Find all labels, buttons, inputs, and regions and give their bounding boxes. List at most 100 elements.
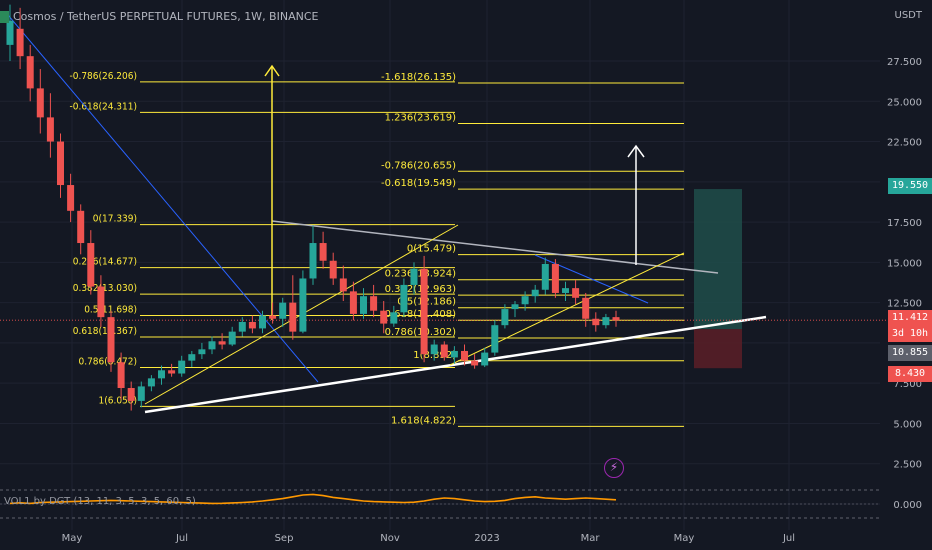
time-tick-label: 2023 xyxy=(474,533,499,544)
candle-body xyxy=(430,344,438,355)
time-tick-label: May xyxy=(674,533,695,544)
fib-label-left: 0.236(14.677) xyxy=(73,257,137,268)
candle-body xyxy=(551,263,559,293)
fib-label-right: 0.236(13.924) xyxy=(385,269,457,280)
symbol-header[interactable]: Cosmos / TetherUS PERPETUAL FUTURES, 1W,… xyxy=(0,10,318,23)
symbol-logo-icon xyxy=(0,11,9,23)
candle-body xyxy=(572,288,580,298)
price-tick-label: 15.000 xyxy=(887,258,922,269)
candle-body xyxy=(228,331,236,345)
stop-loss-zone xyxy=(694,329,742,369)
fib-label-left: 0(17.339) xyxy=(93,214,137,225)
volume-oscillator xyxy=(0,489,880,519)
candle-body xyxy=(299,278,307,332)
fib-label-left: -0.786(26.206) xyxy=(70,71,138,82)
candle-body xyxy=(450,350,458,358)
price-tick-label: 7.500 xyxy=(893,379,922,390)
candle-body xyxy=(158,370,165,379)
candle-body xyxy=(501,309,509,326)
candle-body xyxy=(592,318,600,326)
candle-body xyxy=(440,344,448,358)
last-price-badge: 11.412 xyxy=(888,310,932,326)
candle-body xyxy=(16,28,24,57)
candle-body xyxy=(420,268,428,355)
candle-body xyxy=(117,362,125,389)
candle-body xyxy=(481,352,489,366)
symbol-title: Cosmos / TetherUS PERPETUAL FUTURES, 1W,… xyxy=(13,10,319,23)
candle-body xyxy=(178,360,186,374)
pattern-edge xyxy=(449,252,685,366)
tp-price-badge: 19.550 xyxy=(888,178,932,194)
candle-body xyxy=(248,321,256,329)
candle-body xyxy=(562,288,569,293)
grid xyxy=(0,0,880,530)
candle-body xyxy=(329,260,337,279)
candle-body xyxy=(147,378,155,387)
fib-label-right: 1.236(23.619) xyxy=(385,113,457,124)
time-tick-label: Sep xyxy=(275,533,294,544)
lightning-event-icon[interactable]: ⚡ xyxy=(604,458,624,478)
candles xyxy=(6,4,620,411)
candle-body xyxy=(521,296,529,305)
downtrend-line-2 xyxy=(534,254,649,304)
candle-body xyxy=(511,304,519,310)
candle-body xyxy=(6,20,14,45)
candle-body xyxy=(269,315,277,319)
target-arrow-right-head xyxy=(627,144,645,158)
candle-body xyxy=(491,325,499,353)
axes: 27.500 25.000 22.500 17.500 15.000 12.500 7.50… xyxy=(62,57,922,544)
fib-label-left: 1(6.058) xyxy=(99,395,138,406)
fib-label-left: 0.618(10.367) xyxy=(73,326,137,337)
candle-body xyxy=(97,286,105,318)
position-zones xyxy=(694,189,742,369)
fib-label-right: -0.618(19.549) xyxy=(381,178,456,189)
candle-body xyxy=(612,317,620,321)
candle-body xyxy=(471,360,479,366)
candle-body xyxy=(400,284,408,313)
indicator-legend[interactable]: VOL1 by DGT (13, 11, 3, 5, 3, 5, 60, 5) xyxy=(4,496,196,507)
candle-body xyxy=(36,88,44,118)
osc-line xyxy=(9,493,617,505)
time-tick-label: Jul xyxy=(175,533,188,544)
resistance-trendline xyxy=(271,220,719,274)
countdown-badge: 3d 10h xyxy=(888,326,932,342)
price-tick-label: 17.500 xyxy=(887,218,922,229)
fib-label-left: -0.618(24.311) xyxy=(70,101,138,112)
fib-label-left: 0.382(13.030) xyxy=(73,283,137,294)
candle-body xyxy=(57,141,64,186)
candle-body xyxy=(218,341,226,345)
candle-body xyxy=(127,388,135,401)
candle-body xyxy=(309,243,317,279)
time-tick-label: Nov xyxy=(380,533,400,544)
candle-body xyxy=(188,354,196,361)
candle-body xyxy=(370,296,378,311)
candle-body xyxy=(602,317,610,326)
price-tick-label: 5.000 xyxy=(893,419,922,430)
candle-body xyxy=(339,278,347,292)
fib-label-right: 0.618(11.408) xyxy=(385,309,457,320)
candle-body xyxy=(107,317,115,363)
candle-body xyxy=(360,296,367,314)
candle-body xyxy=(259,315,266,329)
candle-body xyxy=(87,243,95,287)
price-tick-label: 27.500 xyxy=(887,57,922,68)
fib-label-right: -0.786(20.655) xyxy=(381,160,456,171)
price-tick-label: 2.500 xyxy=(893,460,922,471)
candle-body xyxy=(168,370,176,374)
candle-body xyxy=(380,310,388,324)
candle-body xyxy=(77,210,85,244)
fib-label-right: 0(15.479) xyxy=(407,244,456,255)
sl-price-badge: 8.430 xyxy=(888,366,932,382)
candle-body xyxy=(390,312,398,324)
candle-body xyxy=(319,243,327,261)
target-arrow-left-head xyxy=(264,64,280,77)
candle-body xyxy=(349,291,357,314)
candle-body xyxy=(208,341,216,350)
candle-body xyxy=(461,350,468,361)
currency-label: USDT xyxy=(894,10,922,21)
candle-body xyxy=(26,56,34,89)
candle-body xyxy=(67,185,75,211)
candle-body xyxy=(541,263,549,290)
